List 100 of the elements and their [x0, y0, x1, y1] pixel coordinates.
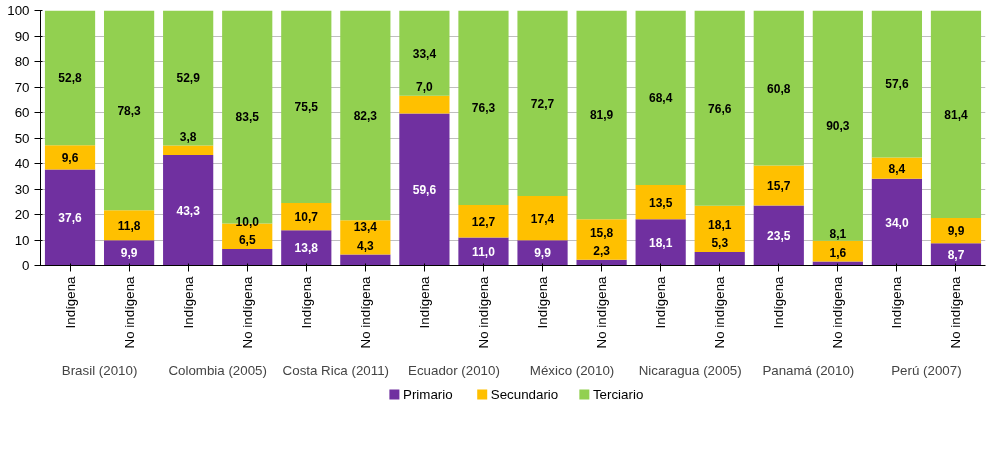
data-label: 52,9 [176, 71, 201, 86]
text: Costa Rica (2011) [282, 362, 390, 378]
data-label: 4,3 [357, 238, 375, 253]
bar [458, 10, 509, 206]
bar [44, 169, 96, 266]
text: Perú (2007) [891, 362, 962, 378]
data-label: 9,9 [120, 246, 138, 261]
x-tick-label: Indígena [180, 275, 196, 329]
bar [458, 237, 509, 266]
y-tick-label: 20 [14, 207, 30, 222]
bar [517, 195, 568, 241]
text: Brasil (2010) [61, 362, 138, 378]
data-label: 18,1 [648, 235, 673, 250]
data-label: 13,4 [353, 220, 378, 235]
data-label: 11,8 [117, 218, 141, 233]
bar [694, 251, 745, 266]
data-label: 9,9 [947, 224, 965, 239]
data-label: 7,0 [416, 79, 434, 94]
bar [281, 230, 332, 266]
legend-label: Primario [402, 387, 453, 402]
bar [103, 10, 155, 211]
bar [635, 184, 686, 220]
data-label: 2,3 [593, 243, 611, 258]
data-label: 8,7 [947, 247, 965, 262]
x-tick-label: Indígena [62, 275, 78, 329]
bar [517, 240, 568, 266]
x-tick-label: No indígena [830, 275, 846, 349]
data-label: 68,4 [648, 91, 673, 106]
bar [635, 219, 686, 266]
bar [44, 10, 96, 146]
data-label: 9,6 [61, 150, 79, 165]
data-label: 17,4 [530, 211, 555, 226]
bar [458, 205, 509, 238]
bar [635, 10, 686, 185]
x-tick-label: No indígena [594, 275, 610, 349]
y-tick-label: 80 [14, 54, 30, 69]
bar [399, 95, 450, 114]
text: Ecuador (2010) [408, 362, 500, 378]
bar [399, 113, 450, 266]
bar [753, 205, 804, 266]
bar [44, 145, 96, 170]
data-label: 78,3 [117, 103, 142, 118]
x-tick-label: Indígena [771, 275, 787, 329]
bar [812, 10, 863, 241]
data-label: 34,0 [885, 215, 909, 230]
data-label: 11,0 [472, 244, 496, 259]
y-tick-label: 40 [14, 156, 30, 171]
data-label: 76,6 [708, 101, 732, 116]
data-label: 83,5 [235, 110, 260, 125]
y-tick-label: 0 [22, 258, 30, 273]
bar [281, 10, 332, 204]
bar [753, 165, 804, 206]
y-tick-label: 50 [14, 130, 30, 146]
x-tick-label: Indígena [889, 275, 905, 329]
bar [930, 10, 982, 219]
data-label: 81,4 [944, 107, 968, 122]
x-tick-label: Indígena [535, 275, 551, 329]
bar [871, 10, 923, 158]
data-label: 76,3 [471, 101, 496, 116]
data-label: 52,8 [58, 71, 83, 86]
x-tick-label: No indígena [121, 275, 137, 349]
text: México (2010) [529, 362, 615, 378]
data-label: 90,3 [826, 119, 850, 134]
x-tick-label: No indígena [475, 275, 491, 349]
data-label: 8,4 [888, 161, 906, 176]
bar [399, 10, 450, 96]
y-tick-label: 30 [14, 181, 30, 197]
data-label: 5,3 [711, 236, 729, 251]
y-tick-label: 10 [14, 232, 30, 248]
data-label: 3,8 [179, 129, 197, 144]
data-label: 15,7 [767, 179, 791, 194]
x-tick-label: No indígena [239, 275, 255, 349]
bar [576, 10, 627, 220]
y-tick-label: 60 [14, 105, 30, 120]
y-tick-label: 70 [14, 79, 30, 95]
data-label: 33,4 [412, 46, 437, 61]
data-label: 59,6 [412, 183, 437, 198]
bar [576, 219, 627, 260]
bar [753, 10, 804, 166]
data-label: 37,6 [58, 211, 83, 226]
bar [812, 261, 863, 266]
data-label: 82,3 [353, 108, 378, 123]
bar [103, 210, 155, 241]
data-label: 81,9 [589, 108, 614, 123]
data-label: 18,1 [708, 217, 732, 232]
data-label: 13,5 [648, 195, 673, 210]
bar [930, 243, 982, 266]
x-tick-label: Indígena [298, 275, 314, 329]
bar [340, 10, 391, 221]
data-label: 60,8 [767, 81, 791, 96]
bar [222, 248, 273, 266]
data-label: 23,5 [767, 229, 791, 244]
bar [694, 10, 745, 206]
text: Colombia (2005) [168, 362, 267, 378]
data-label: 1,6 [829, 245, 847, 260]
bar [871, 178, 923, 266]
data-label: 43,3 [176, 203, 201, 218]
bar [103, 240, 155, 266]
data-label: 72,7 [530, 96, 555, 111]
y-tick-label: 100 [7, 3, 30, 18]
